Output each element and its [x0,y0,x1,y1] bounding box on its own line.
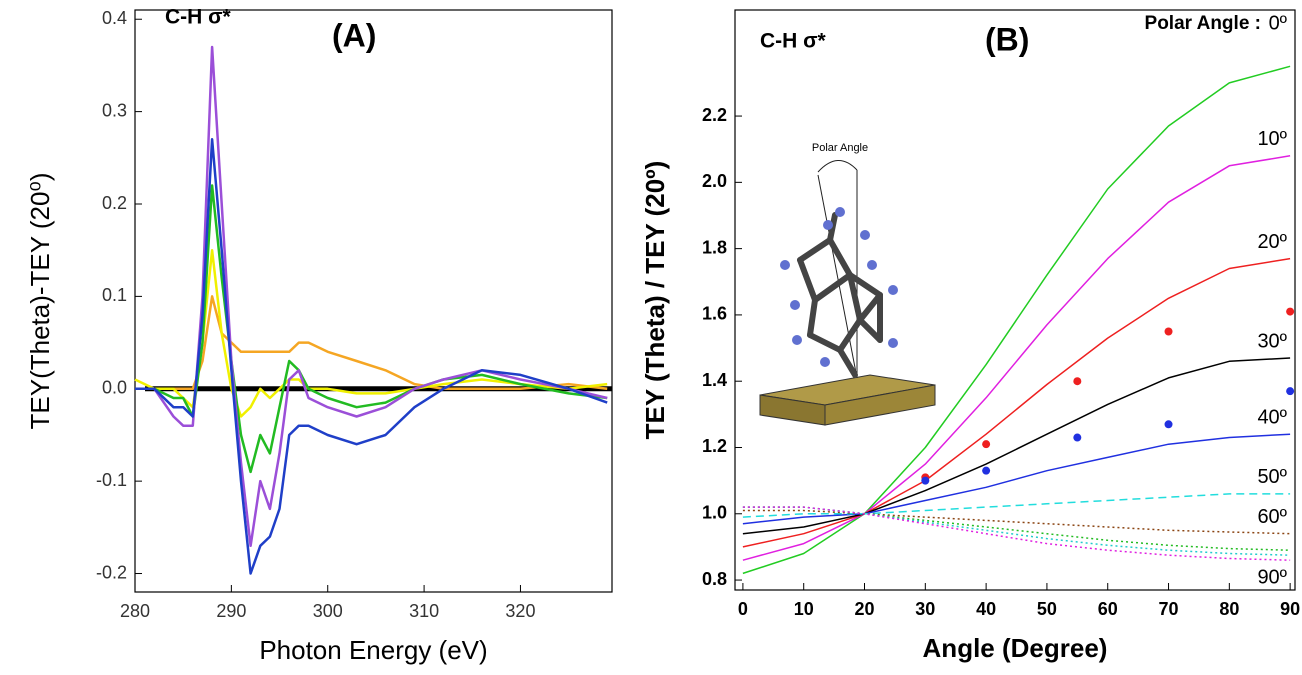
panel: 0.4 0.3 0.2 0.1 0.0 -0.1 -0.2 280 290 300 310 320 Ph… [25,6,613,665]
plot-frame [134,9,613,593]
y-tick-label: 0.0 [102,378,127,398]
data-point [1164,420,1173,429]
y-tick-label: 2.0 [702,171,727,191]
annotation: C-H σ* [760,30,827,53]
y-tick-label: 2.2 [702,105,727,125]
x-tick-label: 70 [1159,599,1179,619]
series-label: 0º [1269,12,1288,34]
y-tick-label: 0.4 [102,8,127,28]
y-tick-label: 1.6 [702,304,727,324]
plot-frame [734,9,1296,591]
y-tick-label: -0.1 [96,470,127,490]
x-tick-label: 0 [738,599,748,619]
data-point [1286,307,1295,316]
panel-title: (B) [985,21,1029,57]
x-tick-label: 40 [976,599,996,619]
y-tick-label: 1.0 [702,503,727,523]
y-axis-label: TEY (Theta) / TEY (20º) [640,161,670,440]
series-line [742,509,1291,535]
y-tick-label: 0.3 [102,100,127,120]
y-tick-label: 1.8 [702,237,727,257]
series-label-title: Polar Angle : [1145,13,1261,34]
series-line [742,65,1291,575]
series-line [742,257,1291,548]
series-label: 60º [1257,506,1287,528]
series-label: 90º [1257,566,1287,588]
series-label: 20º [1257,231,1287,253]
x-tick-label: 30 [915,599,935,619]
inset-label: Polar Angle [812,142,868,154]
data-point [1073,433,1082,442]
series-line [742,155,1291,561]
annotation: C-H σ* [165,6,232,29]
x-tick-label: 290 [216,601,246,621]
y-axis-label: TEY(Theta)-TEY (20⁰) [25,172,55,429]
x-tick-label: 300 [313,601,343,621]
series-line [135,295,608,391]
x-tick-label: 80 [1219,599,1239,619]
y-tick-label: 0.1 [102,285,127,305]
y-tick-label: 0.2 [102,193,127,213]
data-point [1286,387,1295,396]
series-label: 30º [1257,330,1287,352]
data-point [1164,327,1173,336]
data-point [921,476,930,485]
x-tick-label: 60 [1098,599,1118,619]
data-point [1073,377,1082,386]
series-line [742,357,1291,535]
data-point [982,466,991,475]
x-axis-label: Angle (Degree) [923,633,1108,663]
series-label: 50º [1257,466,1287,488]
x-axis-label: Photon Energy (eV) [259,635,487,665]
x-tick-label: 320 [505,601,535,621]
panel-title: (A) [332,17,376,53]
series-line [742,493,1291,518]
series-line [742,506,1291,561]
y-tick-label: 1.4 [702,370,727,390]
x-tick-label: 10 [794,599,814,619]
x-tick-label: 20 [854,599,874,619]
y-tick-label: 1.2 [702,436,727,456]
x-tick-label: 50 [1037,599,1057,619]
series-label: 10º [1257,128,1287,150]
molecule-inset [759,160,936,426]
x-tick-label: 280 [120,601,150,621]
panel: 0.8 1.0 1.2 1.4 1.6 1.8 2.0 2.2 0 10 20 30 40 50 60 70 8… [640,9,1300,663]
series-line [742,433,1291,525]
y-tick-label: 0.8 [702,569,727,589]
data-point [982,440,991,449]
series-label: 40º [1257,407,1287,429]
series-line [135,138,608,575]
x-tick-label: 310 [409,601,439,621]
x-tick-label: 90 [1280,599,1300,619]
y-tick-label: -0.2 [96,562,127,582]
